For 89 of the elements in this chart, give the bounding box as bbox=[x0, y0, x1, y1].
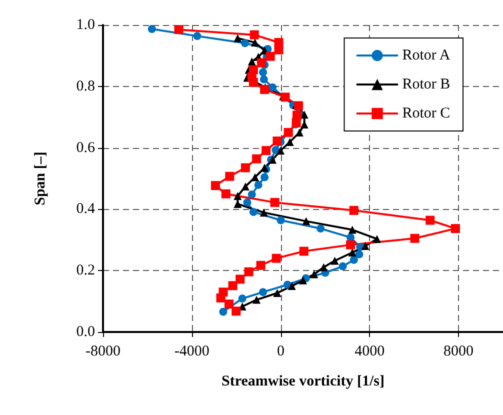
point bbox=[266, 52, 275, 61]
legend-label: Rotor C bbox=[402, 106, 450, 122]
point bbox=[244, 267, 254, 276]
point bbox=[248, 190, 256, 198]
point bbox=[272, 146, 280, 154]
point bbox=[292, 110, 302, 120]
point bbox=[350, 256, 358, 264]
point bbox=[355, 250, 364, 258]
point bbox=[361, 242, 370, 250]
legend-label: Rotor A bbox=[402, 48, 450, 64]
point bbox=[250, 30, 259, 40]
point bbox=[373, 234, 381, 243]
point bbox=[259, 68, 267, 76]
point bbox=[254, 180, 262, 189]
point bbox=[294, 101, 304, 110]
point bbox=[174, 25, 184, 34]
point bbox=[272, 254, 281, 263]
point bbox=[232, 306, 241, 316]
point bbox=[346, 233, 355, 242]
point bbox=[210, 181, 220, 190]
point bbox=[224, 300, 234, 309]
y-axis-title: Span [–] bbox=[32, 152, 48, 206]
point bbox=[243, 198, 252, 206]
point bbox=[252, 154, 262, 164]
point bbox=[221, 189, 230, 198]
point bbox=[260, 173, 269, 182]
point bbox=[316, 224, 325, 233]
point bbox=[193, 32, 202, 40]
point bbox=[256, 58, 266, 68]
point bbox=[225, 172, 234, 181]
x-tick-label: -4000 bbox=[174, 344, 210, 360]
y-tick-label: 0.4 bbox=[76, 201, 96, 218]
point bbox=[273, 289, 282, 298]
x-tick-label: 0 bbox=[277, 344, 285, 360]
point bbox=[238, 294, 246, 303]
point bbox=[272, 136, 282, 146]
point bbox=[299, 246, 308, 256]
point bbox=[240, 163, 250, 172]
point bbox=[348, 248, 356, 256]
point bbox=[280, 92, 290, 102]
point bbox=[426, 216, 435, 225]
point bbox=[234, 34, 242, 42]
point bbox=[346, 240, 356, 250]
point bbox=[338, 262, 347, 270]
point bbox=[249, 208, 258, 216]
point bbox=[410, 234, 420, 243]
point bbox=[270, 198, 280, 207]
point bbox=[228, 281, 238, 290]
point bbox=[241, 182, 250, 190]
x-tick-label: 4000 bbox=[354, 344, 385, 360]
point bbox=[320, 263, 328, 272]
point bbox=[218, 288, 228, 297]
x-axis-title: Streamwise vorticity [1/s] bbox=[221, 374, 385, 390]
point bbox=[260, 75, 268, 84]
y-tick-label: 1.0 bbox=[76, 17, 95, 33]
point bbox=[310, 270, 318, 278]
point bbox=[276, 146, 285, 155]
point bbox=[148, 24, 156, 33]
y-tick-label: 0.6 bbox=[76, 140, 96, 156]
point bbox=[241, 39, 249, 48]
point bbox=[330, 256, 339, 265]
point bbox=[219, 308, 228, 316]
point bbox=[260, 84, 270, 94]
point bbox=[252, 296, 261, 304]
point bbox=[262, 146, 271, 156]
point bbox=[236, 274, 245, 284]
point bbox=[256, 260, 266, 270]
x-tick-label: 8000 bbox=[444, 344, 474, 360]
point bbox=[248, 65, 258, 74]
point bbox=[268, 83, 277, 92]
point bbox=[288, 282, 296, 290]
y-tick-label: 0.8 bbox=[76, 78, 95, 94]
point bbox=[299, 276, 307, 284]
point bbox=[260, 208, 268, 217]
point bbox=[348, 226, 356, 234]
x-tick-label: -8000 bbox=[86, 344, 120, 360]
y-tick-label: 0.0 bbox=[76, 324, 95, 340]
point bbox=[234, 192, 242, 200]
point bbox=[450, 224, 460, 234]
point bbox=[349, 206, 358, 215]
point bbox=[248, 58, 256, 66]
point bbox=[251, 38, 259, 46]
point bbox=[251, 173, 259, 182]
y-tick-label: 0.2 bbox=[76, 262, 95, 279]
point bbox=[259, 288, 267, 296]
point bbox=[302, 217, 310, 226]
point bbox=[274, 38, 284, 47]
point bbox=[276, 216, 285, 224]
legend-label: Rotor B bbox=[402, 76, 450, 92]
